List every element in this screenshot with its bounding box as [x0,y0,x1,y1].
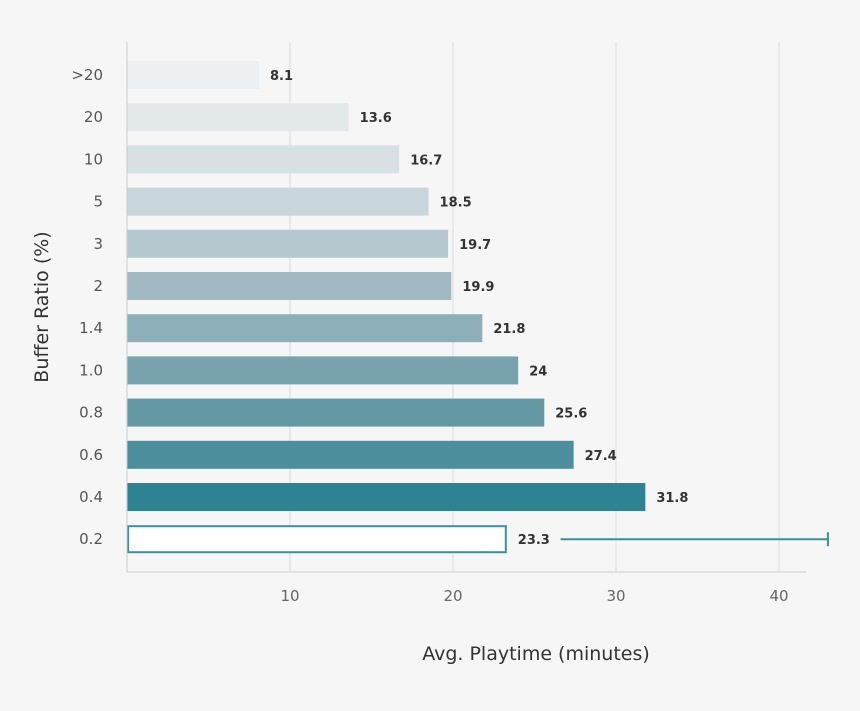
bar-value-label: 8.1 [270,69,293,84]
bar-5 [127,272,452,300]
bar-value-label: 16.7 [410,153,442,168]
y-category-label: 10 [84,150,103,168]
y-category-label: 1.0 [79,361,103,379]
axes [126,42,806,573]
bar-value-label: 23.3 [518,533,550,548]
bar-value-label: 19.9 [462,280,494,295]
y-category-label: 2 [93,277,103,295]
x-tick-label: 20 [443,587,462,605]
bar-7 [127,356,519,385]
bar-6 [127,314,483,343]
x-tick-label: 10 [280,587,299,605]
bar-2 [127,145,400,174]
bar-value-label: 21.8 [493,322,525,337]
labels: 10 20 30 40 >20 8.1 20 13.6 10 16.7 5 18.5 3 19.7 2 19.… [71,66,788,605]
x-axis-title: Avg. Playtime (minutes) [422,643,650,665]
y-category-label: 1.4 [79,319,103,337]
bar-3 [127,187,429,216]
bar-value-label: 18.5 [440,196,472,211]
y-category-label: 5 [93,193,103,211]
bar-value-label: 19.7 [459,238,491,253]
y-category-label: 20 [84,108,103,126]
y-category-label: 0.4 [79,488,103,506]
bar-0 [127,61,260,89]
y-category-label: 0.8 [79,404,103,422]
bars [127,61,829,554]
y-category-label: 3 [93,235,103,253]
y-category-label: 0.6 [79,446,103,464]
y-category-label: >20 [71,66,103,84]
y-category-label: 0.2 [79,530,103,548]
x-tick-label: 30 [606,587,625,605]
bar-value-label: 24 [529,364,547,379]
bar-value-label: 13.6 [360,111,392,126]
y-axis-title: Buffer Ratio (%) [31,231,53,382]
bar-value-label: 31.8 [656,491,688,506]
x-tick-label: 40 [769,587,788,605]
bar-10 [127,483,646,511]
bar-value-label: 25.6 [555,407,587,422]
bar-outlined-11 [127,525,507,554]
bar-value-label: 27.4 [585,449,617,464]
bar-1 [127,103,349,132]
bar-4 [127,229,449,258]
bar-8 [127,398,545,427]
bar-9 [127,440,574,469]
